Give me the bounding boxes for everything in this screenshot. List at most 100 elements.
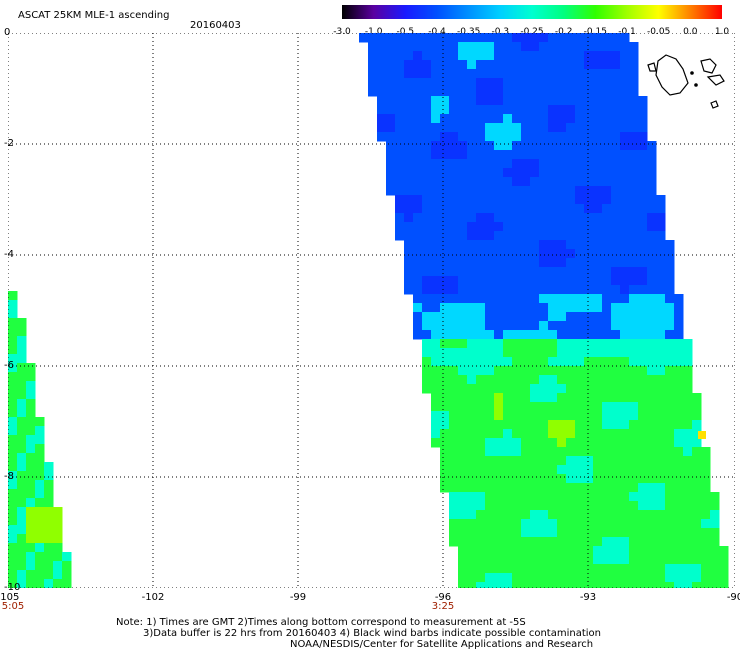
wind-cell (638, 501, 648, 511)
wind-cell (584, 240, 594, 250)
wind-cell (476, 204, 486, 214)
wind-cell (602, 303, 612, 313)
wind-cell (440, 321, 450, 331)
wind-cell (548, 321, 558, 331)
wind-cell (521, 42, 531, 52)
wind-cell (539, 276, 549, 286)
wind-cell (521, 474, 531, 484)
wind-cell (548, 492, 558, 502)
wind-cell (467, 501, 477, 511)
wind-cell (566, 348, 576, 358)
wind-cell (440, 87, 450, 97)
wind-cell (602, 258, 612, 268)
wind-cell (647, 159, 657, 169)
wind-cell (665, 537, 675, 547)
wind-cell (557, 276, 567, 286)
wind-cell (584, 537, 594, 547)
wind-cell (539, 393, 549, 403)
wind-cell (449, 78, 459, 88)
wind-cell (485, 231, 495, 241)
wind-cell (584, 429, 594, 439)
wind-cell (593, 195, 603, 205)
wind-cell (476, 195, 486, 205)
wind-cell (566, 474, 576, 484)
wind-cell (503, 285, 513, 295)
wind-cell (611, 393, 621, 403)
wind-cell (8, 318, 18, 328)
wind-cell (467, 465, 477, 475)
wind-cell (485, 393, 495, 403)
wind-cell (602, 204, 612, 214)
wind-cell (431, 321, 441, 331)
wind-cell (440, 123, 450, 133)
wind-cell (458, 51, 468, 61)
wind-cell (665, 564, 675, 574)
wind-cell (674, 537, 684, 547)
wind-cell (467, 276, 477, 286)
wind-cell (521, 456, 531, 466)
wind-cell (647, 303, 657, 313)
wind-cell (494, 168, 504, 178)
wind-cell (683, 582, 693, 588)
wind-cell (557, 114, 567, 124)
wind-cell (674, 501, 684, 511)
wind-cell (575, 438, 585, 448)
wind-cell (395, 78, 405, 88)
wind-cell (629, 105, 639, 115)
wind-cell (656, 465, 666, 475)
wind-cell (656, 249, 666, 259)
wind-cell (683, 564, 693, 574)
wind-cell (413, 177, 423, 187)
wind-cell (539, 303, 549, 313)
wind-cell (557, 501, 567, 511)
wind-cell (521, 87, 531, 97)
wind-cell (467, 51, 477, 61)
wind-cell (485, 114, 495, 124)
wind-cell (674, 384, 684, 394)
wind-cell (530, 366, 540, 376)
wind-cell (530, 78, 540, 88)
wind-cell (557, 510, 567, 520)
wind-cell (539, 582, 549, 588)
wind-cell (35, 570, 45, 580)
wind-cell (566, 276, 576, 286)
wind-cell (404, 150, 414, 160)
wind-cell (62, 552, 72, 562)
wind-cell (26, 507, 36, 517)
wind-cell (386, 177, 396, 187)
wind-cell (404, 249, 414, 259)
wind-cell (440, 42, 450, 52)
wind-cell (521, 123, 531, 133)
wind-cell (674, 555, 684, 565)
wind-cell (458, 375, 468, 385)
wind-cell (377, 87, 387, 97)
wind-cell (521, 555, 531, 565)
wind-cell (548, 123, 558, 133)
wind-cell (566, 357, 576, 367)
wind-cell (539, 465, 549, 475)
wind-cell (494, 537, 504, 547)
wind-cell (593, 402, 603, 412)
wind-cell (548, 357, 558, 367)
wind-cell (512, 123, 522, 133)
wind-cell (485, 168, 495, 178)
wind-cell (602, 141, 612, 151)
wind-cell (701, 528, 711, 538)
wind-cell (611, 546, 621, 556)
wind-cell (458, 573, 468, 583)
wind-cell (458, 159, 468, 169)
wind-cell (44, 462, 54, 472)
wind-cell (584, 168, 594, 178)
wind-cell (656, 285, 666, 295)
wind-cell (413, 276, 423, 286)
wind-cell (521, 240, 531, 250)
wind-cell (512, 492, 522, 502)
wind-cell (647, 384, 657, 394)
wind-cell (539, 69, 549, 79)
wind-cell (17, 327, 27, 337)
wind-cell (503, 492, 513, 502)
wind-cell (503, 321, 513, 331)
wind-cell (431, 69, 441, 79)
colorbar-tick-label: 1.0 (714, 27, 730, 37)
wind-cell (467, 231, 477, 241)
